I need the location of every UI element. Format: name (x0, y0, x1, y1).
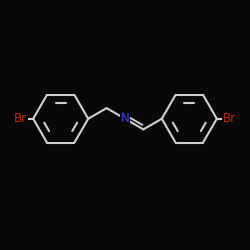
Text: Br: Br (14, 112, 27, 125)
Text: Br: Br (223, 112, 236, 125)
Text: N: N (120, 112, 130, 125)
